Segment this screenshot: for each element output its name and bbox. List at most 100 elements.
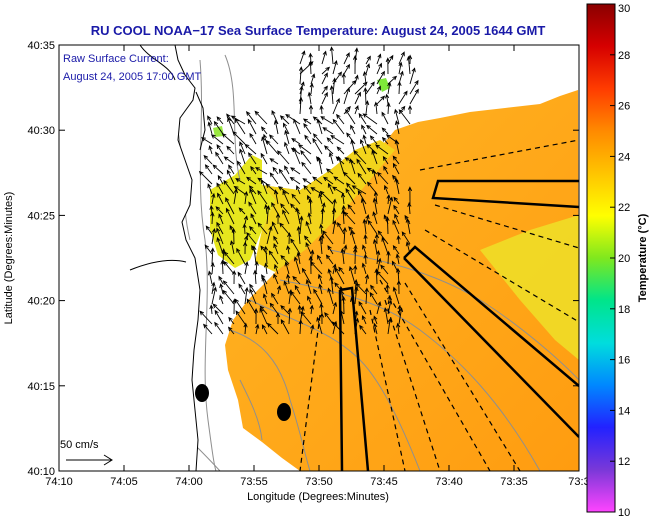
current-vector-arrow: [387, 54, 394, 65]
current-vector-arrow: [249, 288, 257, 305]
current-vector-arrow: [362, 70, 368, 85]
x-tick-label: 73:3: [568, 476, 589, 488]
current-vector-arrow: [407, 186, 413, 205]
current-vector-arrow: [381, 136, 389, 145]
current-vector-arrow: [361, 262, 367, 275]
current-vector-arrow: [291, 193, 301, 205]
x-axis-ticks: 74:10 74:05 74:00 73:55 73:50 73:45 73:40 73:35…: [45, 45, 590, 488]
current-vector-arrow: [232, 131, 246, 145]
current-vector-arrow: [369, 291, 378, 305]
x-tick-label: 73:45: [370, 476, 398, 488]
current-vector-arrow: [373, 322, 378, 335]
current-vector-arrow: [343, 52, 350, 65]
current-vector-arrow: [239, 148, 246, 165]
current-vector-arrow: [201, 137, 213, 145]
colorbar-tick-label: 20: [618, 253, 630, 265]
current-vector-arrow: [361, 314, 367, 325]
current-vector-arrow: [283, 122, 290, 135]
current-vector-arrow: [300, 311, 312, 325]
y-tick-label: 40:15: [27, 381, 55, 393]
sst-green-spot-2: [213, 126, 224, 137]
current-vector-arrow: [376, 70, 385, 85]
current-vector-arrow: [322, 230, 334, 245]
current-vector-arrow: [262, 133, 268, 145]
current-vector-arrow: [385, 216, 390, 235]
current-vector-arrow: [324, 312, 334, 325]
current-vector-arrow: [284, 129, 290, 145]
current-vector-arrow: [349, 158, 356, 175]
current-vector-arrow: [262, 293, 268, 305]
colorbar-tick-label: 16: [618, 355, 630, 367]
current-vector-arrow: [261, 276, 268, 295]
colorbar-tick-label: 26: [618, 101, 630, 113]
current-vector-arrow: [299, 85, 304, 105]
current-vector-arrow: [268, 250, 279, 265]
current-vector-arrow: [310, 187, 323, 195]
current-vector-arrow: [353, 247, 358, 265]
current-vector-arrow: [211, 227, 217, 245]
current-vector-arrow: [263, 245, 269, 265]
current-vector-arrow: [211, 286, 217, 305]
current-vector-arrow: [323, 145, 334, 155]
x-tick-label: 74:05: [110, 476, 138, 488]
current-vector-arrow: [398, 51, 405, 65]
current-vector-arrow: [398, 90, 408, 105]
survey-wedge-right: [403, 245, 579, 438]
current-vector-arrow: [371, 168, 378, 185]
current-vector-arrow: [318, 192, 323, 205]
current-vector-arrow: [394, 120, 400, 135]
current-vector-arrow: [210, 211, 215, 225]
current-vector-arrow: [354, 81, 368, 95]
current-vector-arrow: [308, 198, 313, 215]
current-vector-arrow: [233, 185, 246, 195]
current-vector-arrow: [305, 242, 312, 255]
current-vector-arrow: [252, 245, 257, 265]
current-vector-arrow: [204, 164, 213, 175]
current-vector-arrow: [405, 217, 411, 235]
current-vector-arrow: [377, 171, 389, 185]
current-vector-arrow: [259, 307, 268, 325]
current-vector-arrow: [248, 201, 257, 215]
current-vector-arrow: [329, 85, 334, 105]
current-vector-arrow: [330, 135, 345, 145]
current-vector-arrow: [236, 247, 246, 265]
current-vector-arrow: [231, 227, 236, 245]
current-vector-arrow: [383, 307, 389, 325]
current-vector-arrow: [269, 158, 279, 165]
current-vector-arrow: [236, 160, 246, 175]
current-vector-arrow: [233, 188, 239, 205]
current-vector-arrow: [271, 109, 279, 125]
current-vector-arrow: [407, 202, 412, 215]
current-vector-arrow: [376, 62, 383, 75]
current-vector-arrow: [272, 166, 279, 175]
current-vector-arrow: [280, 254, 290, 265]
colorbar-tick-label: 12: [618, 456, 630, 468]
current-vector-arrow: [321, 72, 328, 85]
current-vector-arrow: [226, 169, 235, 185]
current-vector-arrow: [322, 127, 334, 135]
current-vector-arrow: [385, 283, 390, 295]
current-vector-arrow: [244, 143, 257, 155]
current-vector-arrow: [223, 260, 235, 275]
current-vector-arrow: [268, 134, 279, 145]
current-vector-arrow: [203, 323, 213, 335]
current-vector-arrow: [387, 81, 392, 95]
current-vector-arrow: [371, 149, 378, 165]
colorbar-tick-label: 14: [618, 405, 630, 417]
current-vector-arrow: [409, 67, 416, 85]
current-vector-arrow: [212, 303, 224, 315]
current-vector-arrow: [342, 226, 347, 245]
current-vector-arrow: [333, 176, 345, 185]
current-vector-arrow: [337, 155, 345, 175]
current-vector-arrow: [273, 235, 279, 245]
current-vector-arrow: [297, 144, 312, 155]
current-vector-arrow: [253, 307, 259, 325]
current-vector-arrow: [290, 238, 301, 255]
current-vector-arrow: [246, 176, 257, 185]
current-vector-arrow: [321, 91, 328, 105]
current-vector-arrow: [247, 118, 257, 135]
current-vector-arrow: [255, 323, 260, 335]
current-vector-arrow: [372, 197, 378, 215]
current-vector-arrow: [271, 221, 279, 235]
